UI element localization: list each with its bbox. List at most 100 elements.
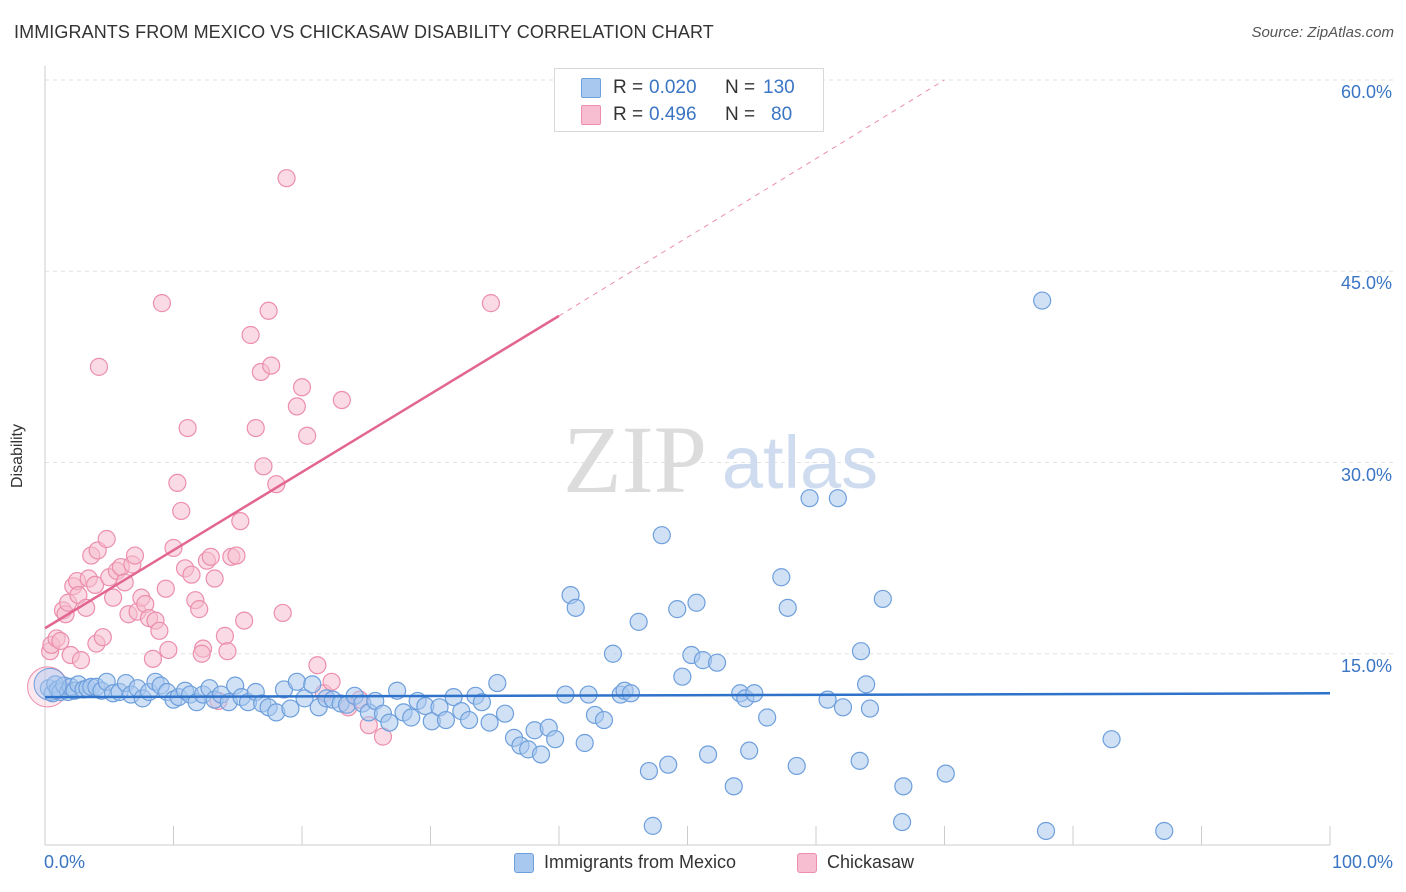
data-point <box>89 357 109 376</box>
data-point <box>287 397 306 416</box>
legend-swatch-pink <box>581 105 601 125</box>
data-point <box>758 708 777 727</box>
data-point <box>860 699 880 718</box>
data-point <box>150 621 169 640</box>
data-point <box>254 457 273 476</box>
data-point <box>936 764 955 783</box>
data-point <box>1102 730 1121 749</box>
data-point <box>778 598 797 617</box>
series-legend-item-chickasaw: Chickasaw <box>797 852 914 873</box>
data-point <box>1155 821 1174 841</box>
data-point-cluster <box>33 667 67 701</box>
data-point <box>267 475 286 494</box>
correlation-legend: R = 0.020 N = 130 R = 0.496 N = 80 <box>554 68 824 132</box>
data-point <box>303 675 322 694</box>
data-point <box>190 600 209 619</box>
data-point <box>156 579 175 598</box>
grid-lines <box>45 79 1395 655</box>
data-point <box>833 698 853 717</box>
data-point <box>687 593 706 612</box>
data-point <box>639 761 659 781</box>
data-point <box>459 710 479 730</box>
legend-r-label: R = <box>613 77 644 98</box>
data-point <box>201 547 220 566</box>
trend-line-chickasaw <box>44 314 560 630</box>
x-tick-label-max: 100.0% <box>1331 852 1393 872</box>
data-point <box>292 378 312 397</box>
data-point <box>295 689 314 708</box>
legend-n-label: N = <box>725 104 756 125</box>
data-point <box>125 546 145 565</box>
data-point <box>1036 821 1056 841</box>
data-point <box>235 611 254 630</box>
legend-r-label: R = <box>613 104 644 125</box>
data-point <box>740 741 759 760</box>
legend-r-value: 0.020 <box>649 77 697 98</box>
data-point <box>724 777 743 796</box>
data-point <box>172 501 191 521</box>
series-legend-label: Immigrants from Mexico <box>544 852 737 872</box>
data-point <box>892 812 912 832</box>
data-point <box>828 489 847 508</box>
data-point <box>546 730 565 749</box>
data-point <box>787 756 806 776</box>
series-chickasaw <box>27 169 500 746</box>
data-point <box>707 653 727 672</box>
data-point <box>97 529 116 549</box>
data-point <box>192 644 211 663</box>
data-point <box>241 325 260 345</box>
data-point <box>603 644 623 663</box>
data-point <box>380 713 399 732</box>
data-point <box>51 631 70 651</box>
legend-swatch-blue <box>581 78 601 98</box>
chart-title: IMMIGRANTS FROM MEXICO VS CHICKASAW DISA… <box>14 22 714 42</box>
data-point <box>873 589 892 609</box>
data-point <box>215 626 234 646</box>
data-point <box>481 294 500 313</box>
data-point <box>246 418 265 438</box>
data-point <box>262 356 281 375</box>
data-point <box>308 656 327 675</box>
data-point <box>152 294 172 313</box>
data-point <box>594 710 614 730</box>
axes <box>44 66 1331 846</box>
data-point <box>93 628 112 647</box>
data-point <box>402 708 421 727</box>
data-point <box>575 733 594 753</box>
legend-n-value: 80 <box>771 104 793 125</box>
data-point <box>495 704 515 723</box>
data-point <box>182 565 201 584</box>
y-tick-label: 60.0% <box>1340 82 1392 102</box>
data-point <box>668 600 687 619</box>
data-point <box>178 418 197 438</box>
data-point <box>894 777 913 796</box>
series-legend-swatch-blue <box>514 852 534 873</box>
data-point <box>277 169 296 188</box>
data-point <box>218 642 237 661</box>
x-tick-label-min: 0.0% <box>44 852 86 872</box>
data-point <box>1033 291 1052 310</box>
series-legend-item-mexico: Immigrants from Mexico <box>514 852 736 873</box>
y-tick-label: 15.0% <box>1340 655 1392 676</box>
data-point <box>566 598 585 617</box>
series-legend: Immigrants from Mexico Chickasaw <box>0 852 1406 878</box>
data-point <box>259 301 278 320</box>
data-point <box>298 426 317 445</box>
source-label: Source: ZipAtlas.com <box>1251 24 1394 41</box>
data-point <box>143 649 163 668</box>
legend-r-value: 0.496 <box>649 104 697 125</box>
data-point <box>159 640 178 660</box>
data-point <box>851 642 871 661</box>
legend-n-value: 130 <box>763 77 795 98</box>
data-point <box>231 512 250 531</box>
data-point <box>531 745 551 764</box>
y-tick-label: 45.0% <box>1340 273 1392 294</box>
data-point <box>800 489 819 508</box>
data-point <box>480 713 499 732</box>
watermark-atlas: atlas <box>722 421 878 504</box>
data-point <box>322 672 341 691</box>
trend-line-mexico <box>44 692 1331 699</box>
data-point <box>472 693 491 712</box>
data-point <box>488 673 507 693</box>
series-legend-label: Chickasaw <box>827 852 915 872</box>
